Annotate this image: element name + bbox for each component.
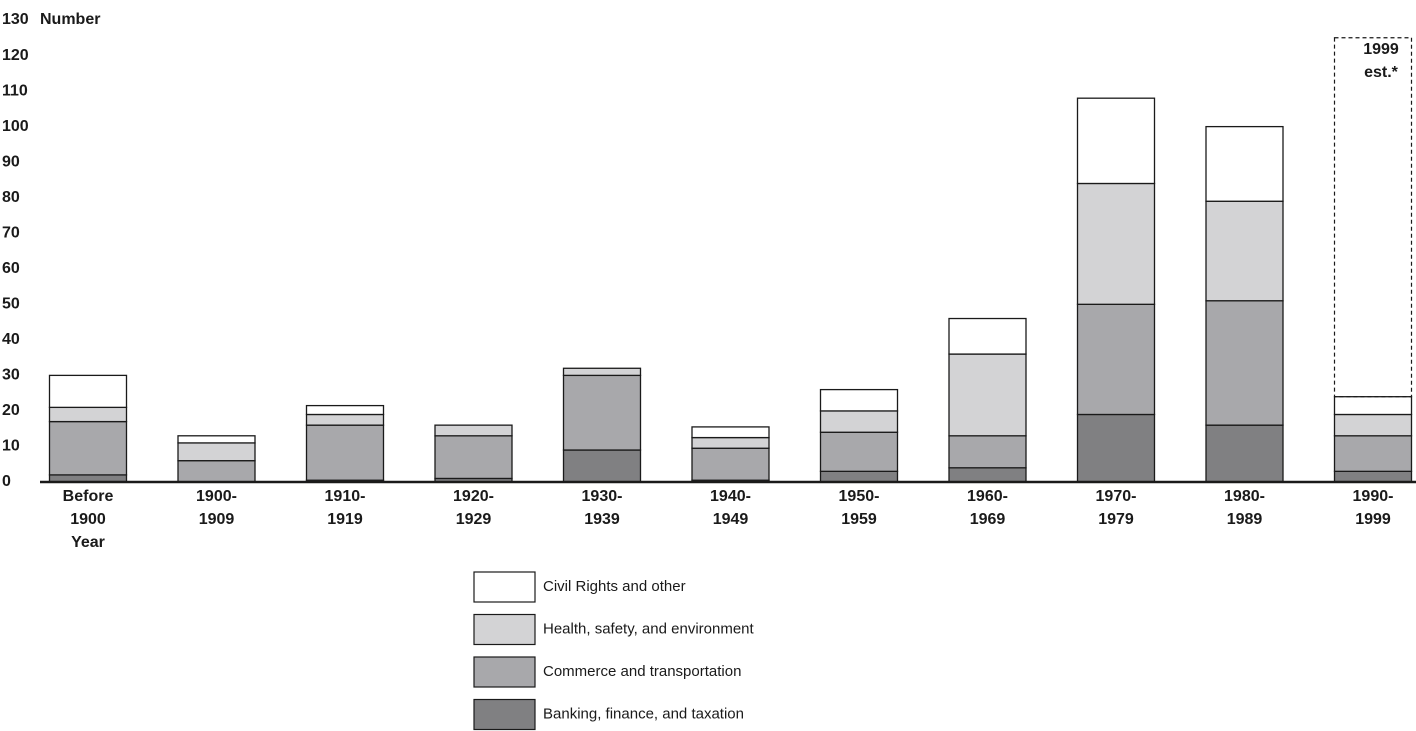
y-tick-label: 130: [2, 11, 29, 28]
bar-segment: [434, 424, 513, 437]
bar-segment: [948, 353, 1027, 437]
bar-segment: [948, 435, 1027, 469]
x-tick-label: 1990-1999: [1353, 488, 1394, 528]
bar-segment: [691, 426, 770, 439]
y-tick-label: 50: [2, 296, 20, 313]
bar-segment: [562, 374, 642, 451]
legend-label: Health, safety, and environment: [543, 620, 755, 637]
bar-segment: [48, 406, 128, 423]
bar-segment: [1333, 435, 1413, 472]
x-tick-label: 1920-1929: [453, 488, 494, 528]
x-tick-label: Before 1900: [63, 488, 114, 528]
bar-segment: [1205, 125, 1284, 202]
bar-segment: [1333, 413, 1413, 437]
bar-segment: [1205, 200, 1284, 302]
y-tick-label: 90: [2, 153, 20, 170]
y-tick-label: 120: [2, 47, 29, 64]
x-tick-label: 1960-1969: [967, 488, 1008, 528]
bar-segment: [819, 431, 899, 472]
y-tick-label: 70: [2, 224, 20, 241]
bar-segment: [1076, 182, 1156, 305]
bar-segment: [562, 367, 642, 377]
bar-segment: [305, 413, 385, 426]
x-tick-label: 1950-1959: [839, 488, 880, 528]
estimate-label: 1999 est.*: [1363, 41, 1399, 81]
bar-segment: [48, 374, 128, 409]
x-tick-label: 1940-1949: [710, 488, 751, 528]
legend-label: Banking, finance, and taxation: [543, 705, 744, 722]
bar-segment: [1076, 413, 1156, 483]
bar-segment: [819, 410, 899, 433]
x-tick-label: 1910-1919: [325, 488, 366, 528]
y-tick-label: 40: [2, 331, 20, 348]
bar-segment: [1205, 300, 1284, 426]
x-tick-label: 1970-1979: [1096, 488, 1137, 528]
bar-segment: [305, 404, 385, 416]
bar-segment: [177, 435, 256, 444]
bar-segment: [691, 436, 770, 449]
bar-segment: [305, 424, 385, 481]
bar-segment: [177, 460, 256, 483]
x-tick-label: 1930-1939: [582, 488, 623, 528]
legend-swatch: [473, 698, 536, 731]
y-tick-label: 100: [2, 118, 29, 135]
x-tick-label: 1900-1909: [196, 488, 237, 528]
y-tick-label: 10: [2, 438, 20, 455]
bar-segment: [948, 317, 1027, 355]
legend-label: Civil Rights and other: [543, 578, 686, 595]
legend-label: Commerce and transportation: [543, 663, 741, 680]
y-tick-label: 20: [2, 402, 20, 419]
y-tick-label: 30: [2, 367, 20, 384]
bar-segment: [1076, 303, 1156, 416]
y-tick-label: 60: [2, 260, 20, 277]
bar-segment: [1205, 424, 1284, 483]
y-tick-label: 0: [2, 473, 11, 490]
y-tick-label: 80: [2, 189, 20, 206]
bar-segment: [434, 435, 513, 480]
bar-segment: [819, 388, 899, 412]
legend-swatch: [473, 613, 536, 646]
bar-segment: [48, 420, 128, 476]
bar-segment: [1333, 470, 1413, 483]
y-tick-label: 110: [2, 82, 28, 99]
x-tick-label: 1980-1989: [1224, 488, 1265, 528]
bar-segment: [562, 449, 642, 483]
bar-segment: [691, 447, 770, 481]
estimate-box: [1333, 37, 1413, 398]
bar-segment: [1333, 396, 1413, 416]
legend-swatch: [473, 656, 536, 688]
legend-swatch: [473, 571, 536, 603]
bar-segment: [1076, 97, 1156, 185]
x-axis-label: Year: [71, 534, 105, 551]
bar-segment: [819, 470, 899, 483]
y-axis-label: Number: [40, 11, 100, 28]
bar-segment: [948, 467, 1027, 483]
bar-segment: [177, 442, 256, 462]
